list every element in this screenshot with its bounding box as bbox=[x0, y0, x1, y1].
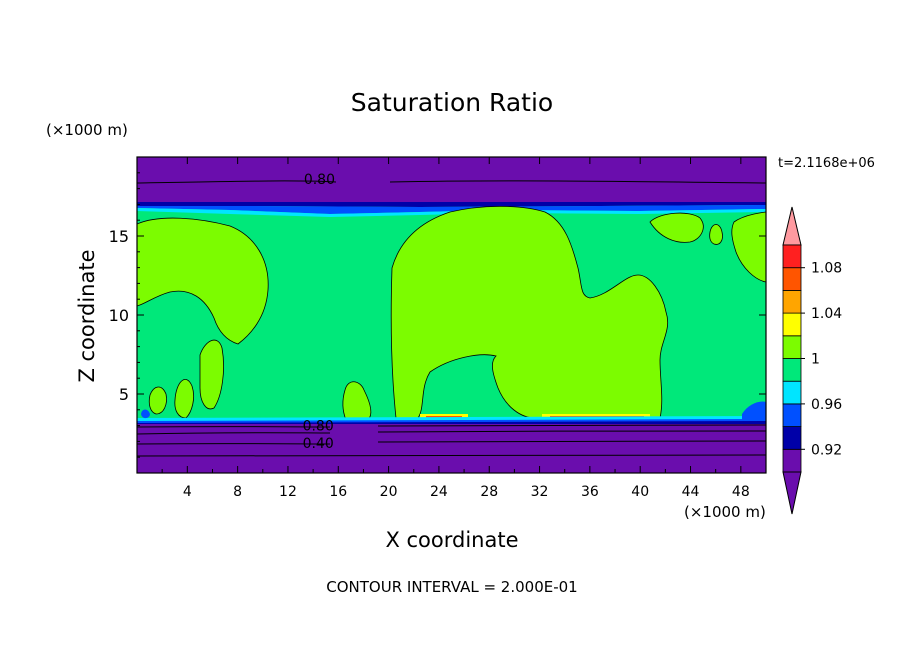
top-blue-band bbox=[137, 202, 766, 207]
y-tick-label: 10 bbox=[109, 306, 129, 325]
left-edge-blue-blob bbox=[141, 409, 150, 419]
colorbar-tick-label: 1.04 bbox=[811, 306, 842, 322]
colorbar-tick-label: 0.92 bbox=[811, 442, 842, 458]
colorbar-bin bbox=[782, 448, 802, 473]
contour-label: 0.40 bbox=[303, 436, 334, 452]
colorbar-under-arrow bbox=[782, 471, 802, 515]
x-tick-label: 44 bbox=[682, 484, 700, 500]
colorbar-bin bbox=[782, 312, 802, 337]
y-tick-label: 5 bbox=[119, 385, 129, 404]
contour-interval-footer: CONTOUR INTERVAL = 2.000E-01 bbox=[326, 578, 577, 596]
x-tick-label: 24 bbox=[430, 484, 448, 500]
x-axis-label: X coordinate bbox=[385, 528, 518, 552]
lower-middle-plume bbox=[342, 381, 372, 421]
contour-label: 0.80 bbox=[304, 172, 335, 188]
x-tick-label: 48 bbox=[732, 484, 750, 500]
colorbar-tick-label: 1.08 bbox=[811, 261, 842, 277]
colorbar-bin bbox=[782, 380, 802, 405]
y-tick-label: 15 bbox=[109, 227, 129, 246]
right-edge-blue-blob bbox=[742, 401, 766, 420]
y-axis-label: Z coordinate bbox=[75, 249, 99, 382]
contour-line-base-3 bbox=[137, 440, 766, 445]
contour-label: 0.80 bbox=[303, 419, 334, 435]
colorbar-bin bbox=[782, 403, 802, 427]
x-tick-label: 16 bbox=[329, 484, 347, 500]
chart-title: Saturation Ratio bbox=[351, 88, 553, 117]
top-dry-layer bbox=[137, 157, 766, 204]
left-edge-blobs bbox=[148, 386, 167, 415]
contour-line-base-2 bbox=[137, 430, 766, 435]
left-small-plume bbox=[174, 379, 194, 419]
contour-labels: 0.800.800.40 bbox=[303, 172, 335, 452]
colorbar-bin bbox=[782, 335, 802, 359]
base-orange-strip-left bbox=[426, 416, 462, 418]
x-tick-label: 12 bbox=[279, 484, 297, 500]
x-tick-label: 8 bbox=[233, 484, 242, 500]
y-unit-label: (×1000 m) bbox=[46, 121, 128, 139]
colorbar-over-arrow bbox=[782, 206, 802, 246]
x-tick-label: 40 bbox=[631, 484, 649, 500]
left-humid-region bbox=[137, 217, 269, 345]
y-axis-ticks: 5 10 15 bbox=[109, 172, 766, 458]
x-unit-label: (×1000 m) bbox=[684, 503, 766, 521]
colorbar-bin bbox=[782, 289, 802, 314]
colorbar-bin bbox=[782, 358, 802, 382]
colorbar-bin bbox=[782, 267, 802, 291]
left-plume bbox=[199, 339, 224, 410]
x-axis-ticks: 4 8 12 16 20 24 28 32 36 40 44 48 bbox=[161, 157, 750, 500]
center-humid-region bbox=[390, 205, 668, 419]
right-small-blob bbox=[709, 224, 723, 245]
x-tick-label: 20 bbox=[380, 484, 398, 500]
right-edge-region bbox=[731, 211, 766, 283]
colorbar: 0.92 0.96 1 1.04 1.08 bbox=[782, 206, 842, 515]
x-tick-label: 32 bbox=[531, 484, 549, 500]
colorbar-tick-label: 0.96 bbox=[811, 397, 842, 413]
colorbar-tick-label: 1 bbox=[811, 352, 820, 368]
x-tick-label: 4 bbox=[183, 484, 192, 500]
colorbar-bin bbox=[782, 426, 802, 450]
x-tick-label: 28 bbox=[480, 484, 498, 500]
x-tick-label: 36 bbox=[581, 484, 599, 500]
right-humid-blob bbox=[649, 212, 704, 243]
time-label: t=2.1168e+06 bbox=[778, 156, 875, 171]
top-lightblue-band bbox=[137, 205, 766, 214]
bottom-dry-layer bbox=[137, 424, 766, 473]
contour-line-top bbox=[137, 180, 766, 184]
contour-field bbox=[137, 157, 766, 473]
contour-line-base-1 bbox=[137, 424, 766, 428]
colorbar-bin bbox=[782, 244, 802, 269]
